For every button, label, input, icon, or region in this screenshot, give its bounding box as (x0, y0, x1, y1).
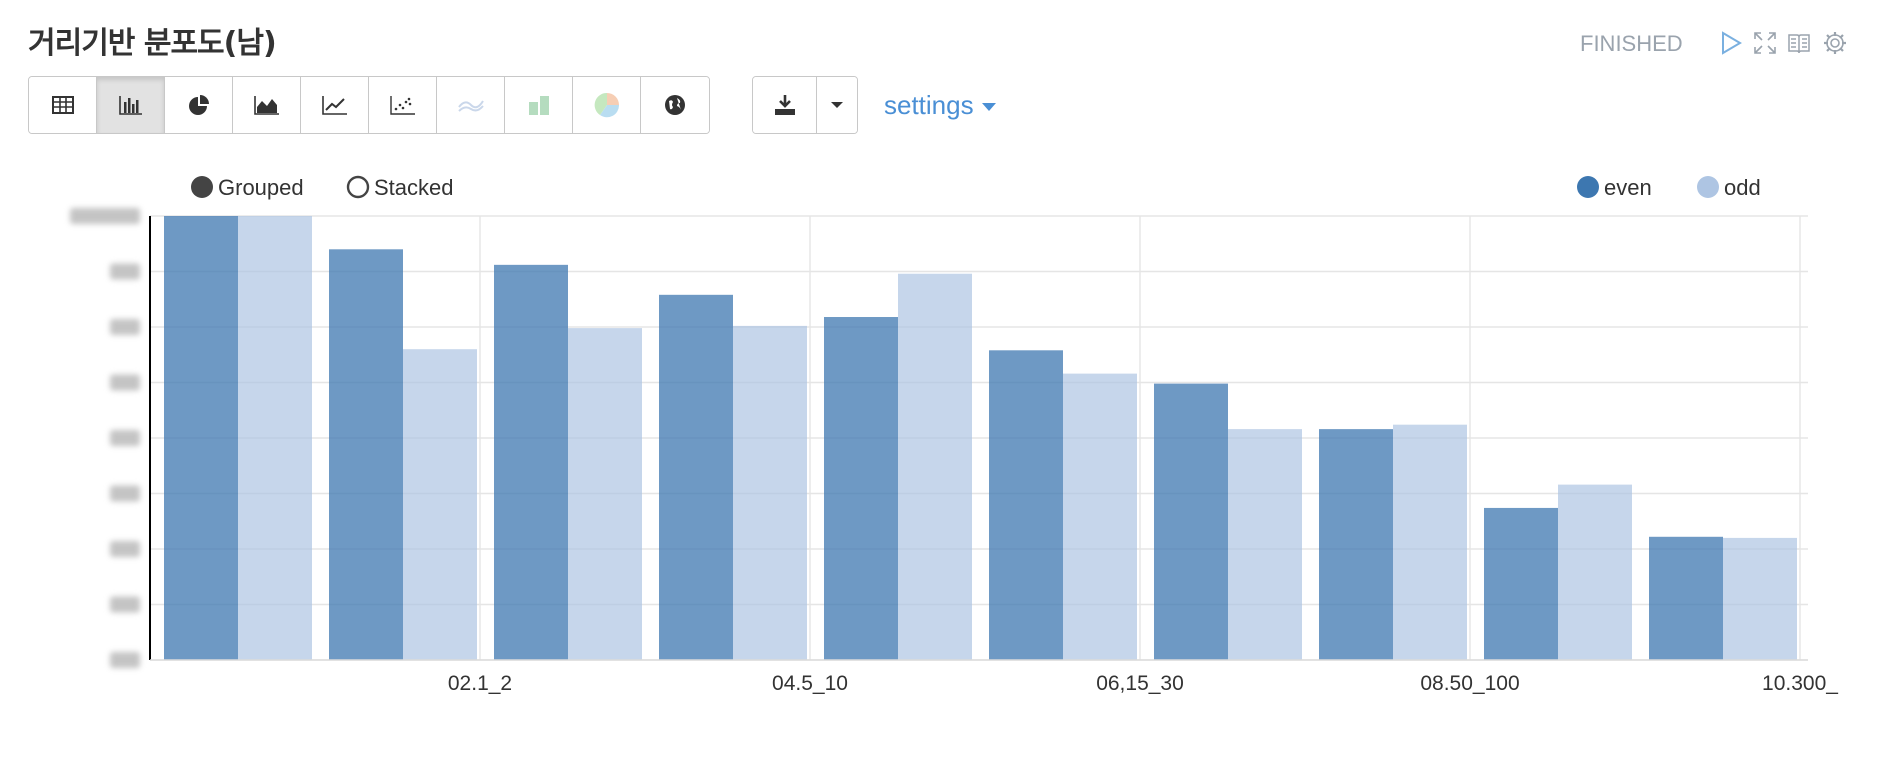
table-view-icon (51, 96, 74, 114)
bar-even-9[interactable] (1484, 507, 1558, 660)
y-axis-labels (70, 208, 140, 668)
legend-item-even[interactable]: even (1577, 175, 1652, 200)
chart-bars (164, 216, 1797, 661)
x-tick-label: 06,15_30 (1096, 672, 1184, 695)
column-chart-icon (528, 96, 549, 115)
line-chart-icon (321, 96, 347, 115)
y-tick-label-obscured (110, 596, 140, 613)
bar-odd-2[interactable] (403, 349, 477, 660)
globe-icon (665, 95, 685, 115)
x-tick-label: 10.300_ (1762, 672, 1838, 695)
bar-odd-8[interactable] (1393, 424, 1467, 660)
bar-even-7[interactable] (1154, 383, 1228, 660)
y-tick-label-obscured (110, 652, 140, 668)
mode-toggle: Grouped Stacked (191, 175, 454, 200)
stacked-label: Stacked (374, 175, 454, 200)
book-icon[interactable] (1786, 30, 1812, 56)
download-button[interactable] (753, 77, 817, 133)
bar-even-2[interactable] (329, 249, 403, 661)
bar-odd-4[interactable] (733, 325, 807, 660)
bar-even-10[interactable] (1649, 536, 1723, 660)
page-title: 거리기반 분포도(남) (28, 26, 277, 61)
donut-chart-icon (594, 92, 619, 118)
y-tick-label-obscured (110, 374, 140, 391)
download-icon (774, 95, 795, 115)
bar-even-1[interactable] (164, 216, 238, 660)
bar-even-4[interactable] (659, 294, 733, 660)
y-tick-label-obscured (110, 263, 140, 280)
bar-even-6[interactable] (989, 350, 1063, 660)
bar-odd-5[interactable] (898, 273, 972, 660)
bar-even-5[interactable] (824, 317, 898, 660)
grouped-radio[interactable]: Grouped (191, 175, 304, 200)
gear-icon[interactable] (1822, 30, 1848, 56)
bar-odd-7[interactable] (1228, 429, 1302, 660)
status-label: FINISHED (1580, 31, 1683, 56)
y-tick-label-obscured (110, 430, 140, 446)
pie-chart-button[interactable] (165, 77, 233, 133)
chevron-down-icon (831, 102, 843, 108)
map-view-button[interactable] (641, 77, 709, 133)
y-tick-label-obscured (70, 208, 140, 224)
bar-chart-button[interactable] (97, 77, 165, 133)
y-tick-label-obscured (110, 541, 140, 557)
pie-chart-icon (188, 95, 209, 115)
y-tick-label-obscured (110, 485, 140, 502)
legend-label-odd: odd (1724, 175, 1761, 200)
table-view-button[interactable] (29, 77, 97, 133)
scatter-chart-button[interactable] (369, 77, 437, 133)
settings-dropdown[interactable]: settings (884, 90, 996, 121)
settings-label: settings (884, 90, 974, 120)
stream-chart-button[interactable] (437, 77, 505, 133)
bar-odd-3[interactable] (568, 328, 642, 660)
scatter-chart-icon (389, 96, 415, 115)
x-tick-label: 04.5_10 (772, 672, 848, 695)
column-chart-button[interactable] (505, 77, 573, 133)
bar-odd-10[interactable] (1723, 537, 1797, 660)
chart-type-toolbar (28, 76, 710, 134)
bar-chart-icon (118, 96, 142, 115)
download-button-group (752, 76, 858, 134)
bar-odd-6[interactable] (1063, 373, 1137, 660)
x-axis-ticks: 02.1_2 04.5_10 06,15_30 08.50_100 10.300_ (448, 672, 1838, 695)
expand-icon[interactable] (1752, 30, 1778, 56)
donut-chart-button[interactable] (573, 77, 641, 133)
legend-label-even: even (1604, 175, 1652, 200)
area-chart-icon (253, 96, 279, 115)
bar-odd-1[interactable] (238, 216, 312, 660)
x-tick-label: 08.50_100 (1420, 672, 1519, 695)
bar-even-3[interactable] (494, 264, 568, 660)
stacked-radio[interactable]: Stacked (346, 175, 454, 200)
legend-item-odd[interactable]: odd (1697, 175, 1761, 200)
chart-legend: even odd (1577, 175, 1761, 200)
line-chart-button[interactable] (301, 77, 369, 133)
bar-even-8[interactable] (1319, 429, 1393, 660)
y-tick-label-obscured (110, 319, 140, 335)
download-dropdown-toggle[interactable] (817, 77, 857, 133)
area-chart-button[interactable] (233, 77, 301, 133)
grouped-label: Grouped (218, 175, 304, 200)
bar-odd-9[interactable] (1558, 484, 1632, 660)
x-tick-label: 02.1_2 (448, 672, 512, 695)
chevron-down-icon (981, 103, 996, 111)
stream-chart-icon (457, 100, 484, 112)
play-icon[interactable] (1718, 30, 1744, 56)
